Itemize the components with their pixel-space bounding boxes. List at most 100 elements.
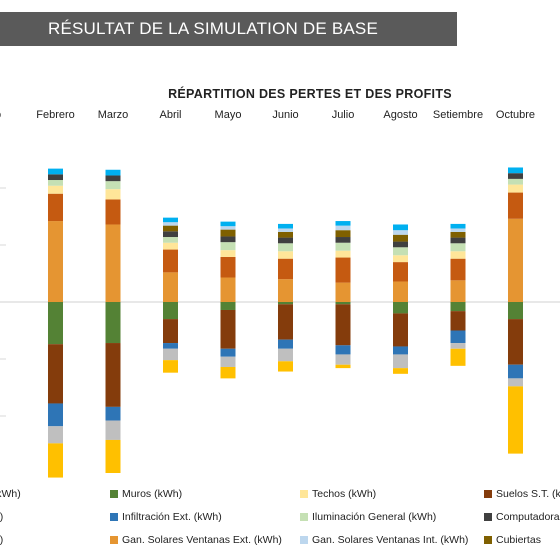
bar-segment bbox=[508, 364, 523, 379]
bar-segment bbox=[105, 199, 121, 225]
bar-segment bbox=[335, 304, 351, 346]
bar-segment bbox=[48, 174, 63, 181]
bar-segment bbox=[220, 277, 236, 302]
bar-segment bbox=[508, 178, 523, 185]
bar-segment bbox=[450, 231, 466, 238]
bar-segment bbox=[335, 237, 351, 243]
legend-label: Gan. Solares Ventanas Int. (kWh) bbox=[312, 534, 469, 546]
bar-segment bbox=[335, 221, 351, 226]
legend-swatch bbox=[110, 513, 118, 521]
bar-segment bbox=[278, 302, 293, 305]
bar-segment bbox=[48, 403, 63, 427]
legend-item: Iluminación General (kWh) bbox=[300, 509, 436, 525]
bar-segment bbox=[278, 339, 293, 349]
bar-segment bbox=[105, 420, 121, 440]
bar-segment bbox=[450, 223, 466, 229]
bar-segment bbox=[508, 386, 523, 454]
legend-item: Computadoras bbox=[484, 509, 560, 525]
stacked-bar-chart: o Febrero Marzo Abril Mayo Junio Julio Agosto Se… bbox=[0, 109, 560, 478]
bar-segment bbox=[163, 343, 178, 349]
bar-segment bbox=[508, 167, 523, 174]
bar-segment bbox=[393, 241, 408, 248]
bar-segment bbox=[393, 262, 408, 282]
bar-segment bbox=[48, 221, 63, 302]
x-tick-label: Junio bbox=[272, 109, 298, 121]
bar-segment bbox=[220, 226, 236, 230]
bar-segment bbox=[278, 223, 293, 229]
bar-segment bbox=[105, 175, 121, 182]
bar-segment bbox=[278, 231, 293, 238]
bar-segment bbox=[393, 281, 408, 302]
bar-segment bbox=[278, 348, 293, 362]
legend-item: Gan. Solares Ventanas Ext. (kWh) bbox=[110, 532, 282, 548]
bar-segment bbox=[393, 346, 408, 355]
legend-label: Techos (kWh) bbox=[312, 488, 377, 500]
bar-segment bbox=[393, 255, 408, 263]
bar-segment bbox=[220, 256, 236, 278]
bar-segment bbox=[220, 356, 236, 367]
bar-segment bbox=[278, 279, 293, 302]
page-title: RÉSULTAT DE LA SIMULATION DE BASE bbox=[48, 19, 378, 38]
legend-label: Gan. Solares Ventanas Ext. (kWh) bbox=[122, 534, 282, 546]
legend-swatch bbox=[484, 490, 492, 498]
bar-segment bbox=[163, 348, 178, 361]
bar-segment bbox=[393, 354, 408, 369]
bar-segment bbox=[335, 250, 351, 258]
bar-segment bbox=[335, 354, 351, 365]
legend-item: Gan. Solares Ventanas Int. (kWh) bbox=[300, 532, 468, 548]
bar-segment bbox=[393, 368, 408, 374]
x-tick-label: Abril bbox=[159, 109, 181, 121]
bar-segment bbox=[393, 313, 408, 347]
bar-segment bbox=[278, 237, 293, 244]
bar-segment bbox=[220, 348, 236, 357]
bar-segment bbox=[48, 180, 63, 186]
x-tick-label: Mayo bbox=[215, 109, 242, 121]
bar-segment bbox=[508, 218, 523, 302]
bar-segment bbox=[450, 237, 466, 244]
bar-segment bbox=[220, 229, 236, 237]
bar-segment bbox=[278, 251, 293, 259]
bar-segment bbox=[220, 236, 236, 243]
bar-segment bbox=[48, 426, 63, 444]
bar-segment bbox=[105, 181, 121, 190]
legend-label: Wh) bbox=[0, 511, 4, 523]
bar-segment bbox=[48, 302, 63, 345]
bar-segment bbox=[163, 225, 178, 232]
bar-segment bbox=[335, 345, 351, 355]
legend-swatch bbox=[484, 536, 492, 544]
legend-label: Cubiertas bbox=[496, 534, 541, 546]
bar-segment bbox=[450, 228, 466, 232]
legend-item: Wh) bbox=[0, 532, 3, 548]
legend-label: Infiltración Ext. (kWh) bbox=[122, 511, 222, 523]
bar-segment bbox=[278, 228, 293, 232]
bar-segment bbox=[335, 257, 351, 283]
bar-segment bbox=[508, 173, 523, 179]
bar-segment bbox=[508, 184, 523, 193]
bar-segment bbox=[105, 439, 121, 473]
bar-segment bbox=[105, 224, 121, 302]
bar-segment bbox=[450, 258, 466, 281]
bar-segment bbox=[163, 231, 178, 238]
bar-segment bbox=[450, 243, 466, 252]
bar-segment bbox=[278, 361, 293, 372]
bar-segment bbox=[335, 225, 351, 231]
bar-segment bbox=[393, 224, 408, 231]
legend-item: Suelos S.T. (kWh) bbox=[484, 486, 560, 502]
bar-segment bbox=[105, 406, 121, 421]
chart-legend: o (kWh) Muros (kWh) Techos (kWh) Suelos S.T… bbox=[0, 484, 560, 554]
bar-segment bbox=[105, 302, 121, 344]
bar-segment bbox=[220, 302, 236, 310]
bar-segment bbox=[105, 189, 121, 200]
bar-segment bbox=[163, 222, 178, 226]
legend-item: o (kWh) bbox=[0, 486, 21, 502]
bar-segment bbox=[335, 302, 351, 305]
bar-segment bbox=[105, 169, 121, 176]
legend-label: o (kWh) bbox=[0, 488, 21, 500]
legend-swatch bbox=[300, 536, 308, 544]
legend-label: Wh) bbox=[0, 534, 4, 546]
bar-segment bbox=[278, 243, 293, 252]
bar-segment bbox=[163, 272, 178, 302]
bar-segment bbox=[508, 192, 523, 219]
legend-item: Muros (kWh) bbox=[110, 486, 182, 502]
bar-segment bbox=[48, 185, 63, 194]
